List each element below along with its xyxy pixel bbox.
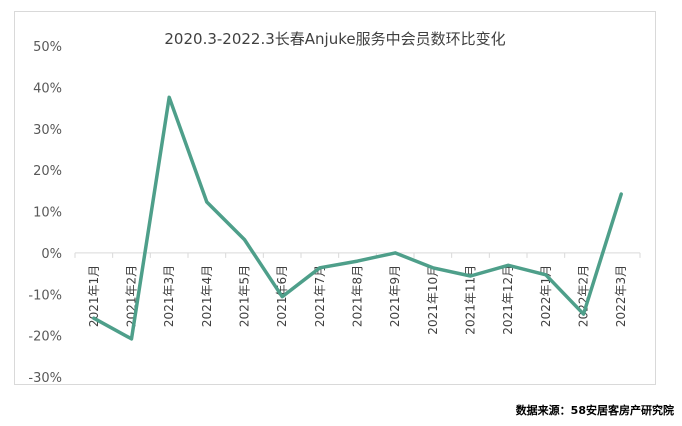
y-tick-label: -30% xyxy=(28,371,62,386)
x-tick-label: 2021年12月 xyxy=(501,265,515,335)
x-tick-label: 2021年4月 xyxy=(200,265,214,327)
x-tick-label: 2021年8月 xyxy=(351,265,365,327)
series-layer xyxy=(92,95,623,341)
y-tick-label: -10% xyxy=(28,288,62,303)
y-axis: 50% 40% 30% 20% 10% 0% -10% -20% -30% xyxy=(28,40,62,386)
y-tick-label: 50% xyxy=(33,40,62,55)
y-tick-label: 10% xyxy=(33,206,62,221)
y-tick-label: 40% xyxy=(33,81,62,96)
x-tick-label: 2022年3月 xyxy=(614,265,628,327)
x-tick-label: 2021年9月 xyxy=(388,265,402,327)
x-tick-label: 2021年5月 xyxy=(238,265,252,327)
x-tick-label: 2021年7月 xyxy=(313,265,327,327)
x-tick-label: 2021年11月 xyxy=(464,265,478,335)
x-tick-label: 2021年1月 xyxy=(87,265,101,327)
x-axis: 2021年1月 2021年2月 2021年3月 2021年4月 2021年5月 2021年… xyxy=(74,252,641,335)
source-note: 数据来源：58安居客房产研究院 xyxy=(515,404,674,417)
x-tick-label: 2021年3月 xyxy=(162,265,176,327)
y-tick-label: 0% xyxy=(41,247,62,262)
chart-title: 2020.3-2022.3长春Anjuke服务中会员数环比变化 xyxy=(164,30,506,48)
y-tick-label: 30% xyxy=(33,123,62,138)
y-tick-label: 20% xyxy=(33,164,62,179)
y-tick-label: -20% xyxy=(28,330,62,345)
x-tick-label: 2021年10月 xyxy=(426,265,440,335)
series-line xyxy=(92,95,623,341)
chart-frame xyxy=(14,11,656,385)
